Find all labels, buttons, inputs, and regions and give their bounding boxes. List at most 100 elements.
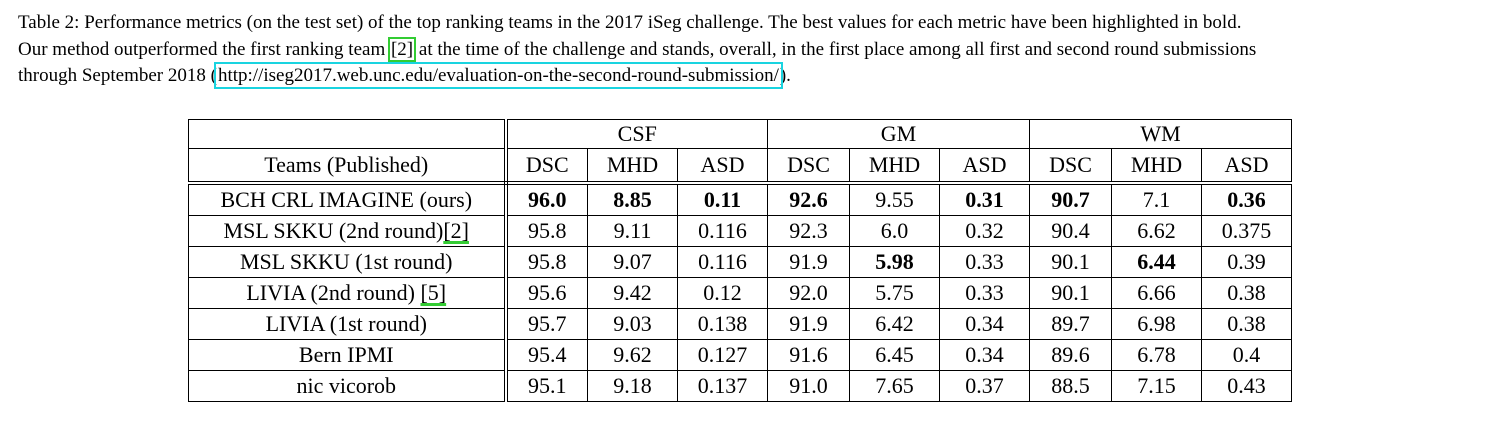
team-name-cell: LIVIA (1st round) (188, 308, 508, 340)
table-row: MSL SKKU (2nd round)[2] 95.8 9.11 0.116 92.3… (188, 215, 1292, 247)
metric-cell-wm-mhd: 6.44 (1111, 246, 1202, 278)
team-citation-link[interactable]: [2] (443, 218, 469, 243)
team-name-cell: MSL SKKU (2nd round)[2] (188, 215, 508, 247)
team-name-cell: BCH CRL IMAGINE (ours) (188, 182, 508, 216)
metric-cell-wm-mhd: 6.78 (1111, 339, 1202, 371)
team-name: MSL SKKU (2nd round) (223, 218, 444, 243)
metric-cell-csf-mhd: 8.85 (587, 182, 678, 216)
metric-cell-wm-mhd: 6.98 (1111, 308, 1202, 340)
citation-link-2[interactable]: [2] (387, 36, 417, 62)
metric-cell-wm-mhd: 6.62 (1111, 215, 1202, 247)
metric-cell-wm-dsc: 88.5 (1029, 370, 1112, 402)
team-name-cell: Bern IPMI (188, 339, 508, 371)
metric-cell-csf-dsc: 96.0 (505, 182, 588, 216)
metric-cell-csf-asd: 0.116 (677, 215, 768, 247)
caption-line-1: Table 2: Performance metrics (on the tes… (18, 12, 1242, 33)
metric-header-wm-mhd: MHD (1111, 148, 1202, 185)
team-name-cell: LIVIA (2nd round) [5] (188, 277, 508, 309)
metric-cell-gm-mhd: 9.55 (849, 182, 940, 216)
metric-cell-wm-dsc: 90.7 (1029, 182, 1112, 216)
group-header-wm: WM (1029, 119, 1292, 149)
metric-cell-csf-dsc: 95.8 (505, 215, 588, 247)
team-name: LIVIA (1st round) (265, 311, 427, 336)
table-body: BCH CRL IMAGINE (ours) 96.0 8.85 0.11 92.6 9.… (188, 182, 1292, 402)
metric-cell-csf-asd: 0.137 (677, 370, 768, 402)
empty-header-cell (188, 119, 508, 149)
metric-header-csf-asd: ASD (677, 148, 768, 185)
metric-cell-wm-dsc: 89.7 (1029, 308, 1112, 340)
metric-cell-wm-dsc: 90.1 (1029, 246, 1112, 278)
table-row: LIVIA (2nd round) [5] 95.6 9.42 0.12 92.0 5.7… (188, 277, 1292, 309)
caption-line-2-text: Our method outperformed the first rankin… (18, 38, 390, 60)
metric-cell-gm-asd: 0.37 (939, 370, 1030, 402)
metric-cell-csf-asd: 0.11 (677, 182, 768, 216)
metric-cell-csf-asd: 0.116 (677, 246, 768, 278)
metric-cell-gm-mhd: 6.45 (849, 339, 940, 371)
metric-cell-gm-asd: 0.34 (939, 308, 1030, 340)
caption-line-3-text: through September 2018 ( (18, 65, 217, 86)
metric-cell-gm-asd: 0.33 (939, 246, 1030, 278)
metric-header-wm-asd: ASD (1201, 148, 1292, 185)
team-name: nic vicorob (296, 373, 397, 398)
metric-cell-gm-mhd: 5.98 (849, 246, 940, 278)
metric-cell-gm-dsc: 91.9 (767, 246, 850, 278)
team-name: Bern IPMI (298, 342, 394, 367)
metric-cell-gm-dsc: 91.9 (767, 308, 850, 340)
table-row: BCH CRL IMAGINE (ours) 96.0 8.85 0.11 92.6 9.… (188, 182, 1292, 216)
team-name: MSL SKKU (1st round) (240, 249, 453, 274)
metric-cell-wm-asd: 0.43 (1201, 370, 1292, 402)
metric-cell-csf-mhd: 9.18 (587, 370, 678, 402)
group-header-gm: GM (767, 119, 1030, 149)
table-row: nic vicorob 95.1 9.18 0.137 91.0 7.65 0.37 88.5… (188, 370, 1292, 402)
metric-cell-csf-asd: 0.138 (677, 308, 768, 340)
caption-line-2-rest: at the time of the challenge and stands,… (414, 38, 1257, 60)
metric-cell-wm-asd: 0.36 (1201, 182, 1292, 216)
metric-header-csf-mhd: MHD (587, 148, 678, 185)
metric-cell-csf-mhd: 9.03 (587, 308, 678, 340)
metric-cell-csf-mhd: 9.07 (587, 246, 678, 278)
team-citation-link[interactable]: [5] (420, 280, 447, 305)
table-row: Bern IPMI 95.4 9.62 0.127 91.6 6.45 0.34 89.6 6.… (188, 339, 1292, 371)
metric-cell-gm-dsc: 91.0 (767, 370, 850, 402)
group-header-row: CSF GM WM (188, 119, 1292, 149)
metric-cell-gm-mhd: 7.65 (849, 370, 940, 402)
metric-cell-csf-dsc: 95.4 (505, 339, 588, 371)
caption-line-3-end: ). (779, 65, 791, 86)
metric-cell-gm-asd: 0.33 (939, 277, 1030, 309)
metric-cell-wm-dsc: 89.6 (1029, 339, 1112, 371)
metric-cell-wm-asd: 0.39 (1201, 246, 1292, 278)
metric-cell-gm-asd: 0.32 (939, 215, 1030, 247)
metric-cell-wm-dsc: 90.1 (1029, 277, 1112, 309)
metric-cell-gm-dsc: 92.3 (767, 215, 850, 247)
metric-cell-csf-asd: 0.12 (677, 277, 768, 309)
metric-cell-wm-asd: 0.38 (1201, 308, 1292, 340)
metric-cell-wm-asd: 0.38 (1201, 277, 1292, 309)
metric-cell-gm-asd: 0.31 (939, 182, 1030, 216)
metric-cell-csf-mhd: 9.62 (587, 339, 678, 371)
metric-cell-csf-asd: 0.127 (677, 339, 768, 371)
team-name: LIVIA (2nd round) (246, 280, 421, 305)
metric-header-gm-dsc: DSC (767, 148, 850, 185)
metric-cell-wm-asd: 0.375 (1201, 215, 1292, 247)
metric-header-csf-dsc: DSC (505, 148, 588, 185)
metric-cell-gm-mhd: 5.75 (849, 277, 940, 309)
metric-cell-wm-mhd: 7.15 (1111, 370, 1202, 402)
table-caption: Table 2: Performance metrics (on the tes… (18, 10, 1478, 90)
metric-cell-csf-dsc: 95.8 (505, 246, 588, 278)
metric-header-row: Teams (Published) DSC MHD ASD DSC MHD AS… (188, 148, 1292, 185)
team-name-cell: nic vicorob (188, 370, 508, 402)
metric-cell-wm-mhd: 6.66 (1111, 277, 1202, 309)
team-name-cell: MSL SKKU (1st round) (188, 246, 508, 278)
caption-line-3: through September 2018 (http://iseg2017.… (18, 62, 1478, 90)
metric-cell-gm-mhd: 6.0 (849, 215, 940, 247)
metric-header-gm-asd: ASD (939, 148, 1030, 185)
table-row: LIVIA (1st round) 95.7 9.03 0.138 91.9 6.42 0.… (188, 308, 1292, 340)
metric-cell-wm-asd: 0.4 (1201, 339, 1292, 371)
metric-cell-wm-mhd: 7.1 (1111, 182, 1202, 216)
metric-cell-gm-dsc: 92.6 (767, 182, 850, 216)
table-row: MSL SKKU (1st round) 95.8 9.07 0.116 91.9 5.9… (188, 246, 1292, 278)
challenge-url-link[interactable]: http://iseg2017.web.unc.edu/evaluation-o… (213, 62, 783, 89)
performance-metrics-table: CSF GM WM Teams (Published) DSC MHD ASD … (188, 119, 1292, 402)
metric-cell-csf-mhd: 9.11 (587, 215, 678, 247)
metric-cell-csf-dsc: 95.6 (505, 277, 588, 309)
